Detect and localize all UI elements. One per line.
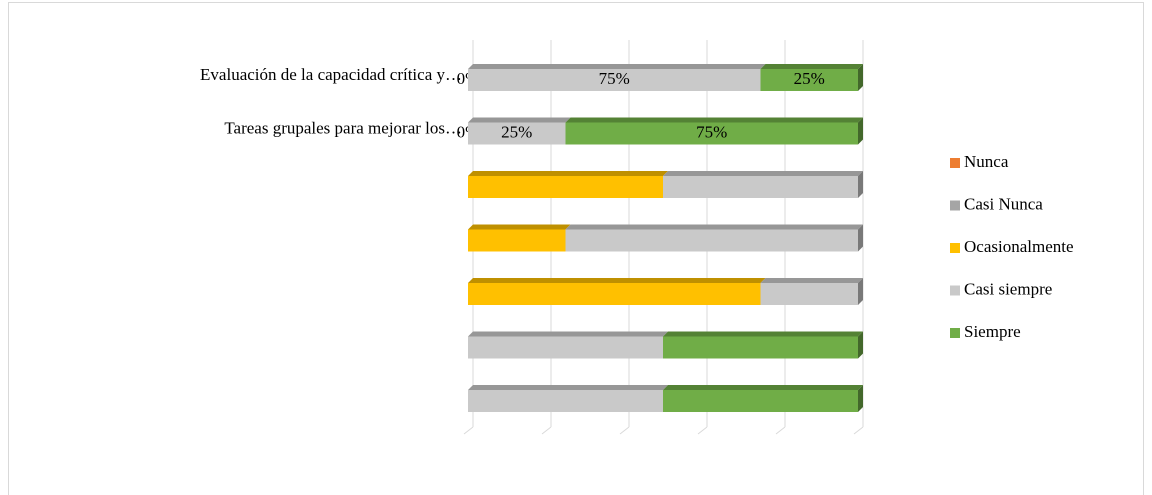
legend-swatch (950, 200, 960, 211)
bar (468, 390, 663, 412)
grid-line (697, 426, 708, 435)
bar-top (760, 278, 863, 283)
bar-top (468, 224, 571, 230)
bar (663, 176, 858, 198)
data-label: 25% (501, 122, 532, 141)
bar-top (663, 171, 863, 176)
grid-line (541, 426, 552, 435)
bar (565, 122, 858, 145)
legend-label: Siempre (964, 322, 1021, 341)
legend-label: Casi siempre (964, 279, 1052, 298)
bar-top (468, 64, 766, 69)
bar-top (663, 331, 863, 337)
bar (663, 336, 858, 359)
bar-side (858, 64, 863, 91)
bar-top (565, 224, 863, 230)
bar (468, 229, 566, 252)
bar-top (468, 331, 668, 337)
bar-top (760, 64, 863, 69)
bar-top (468, 278, 766, 283)
data-label: 25% (794, 69, 825, 88)
bar (468, 336, 663, 359)
data-label: 75% (696, 122, 727, 141)
legend-swatch (950, 158, 960, 168)
legend-swatch (950, 243, 960, 253)
bar-top (468, 171, 668, 176)
grid-line (775, 426, 786, 435)
bar-top (663, 385, 863, 390)
legend-label: Nunca (964, 152, 1009, 171)
data-label: 75% (599, 69, 630, 88)
legend-swatch (950, 328, 960, 338)
bar-top (468, 385, 668, 390)
grid-line (463, 426, 474, 435)
legend-label: Casi Nunca (964, 194, 1043, 213)
bar-side (858, 278, 863, 305)
bar (663, 390, 858, 412)
bar (468, 283, 761, 305)
bar (565, 229, 858, 252)
bar-side (858, 385, 863, 412)
y-tick-label: Evaluación de la capacidad crítica y… (200, 65, 462, 84)
bar-top (565, 117, 863, 123)
legend-label: Ocasionalmente (964, 237, 1074, 256)
bar-side (858, 171, 863, 198)
grid-line (619, 426, 630, 435)
bar-side (858, 331, 863, 359)
bar-top (468, 117, 571, 123)
bar (468, 122, 566, 145)
y-tick-label: Tareas grupales para mejorar los… (224, 118, 462, 137)
bar (760, 69, 858, 91)
bar (760, 283, 858, 305)
bar (468, 176, 663, 198)
bar-side (858, 224, 863, 252)
bar (468, 69, 761, 91)
bar-side (858, 117, 863, 145)
grid-line (853, 426, 864, 435)
legend-swatch (950, 285, 960, 296)
